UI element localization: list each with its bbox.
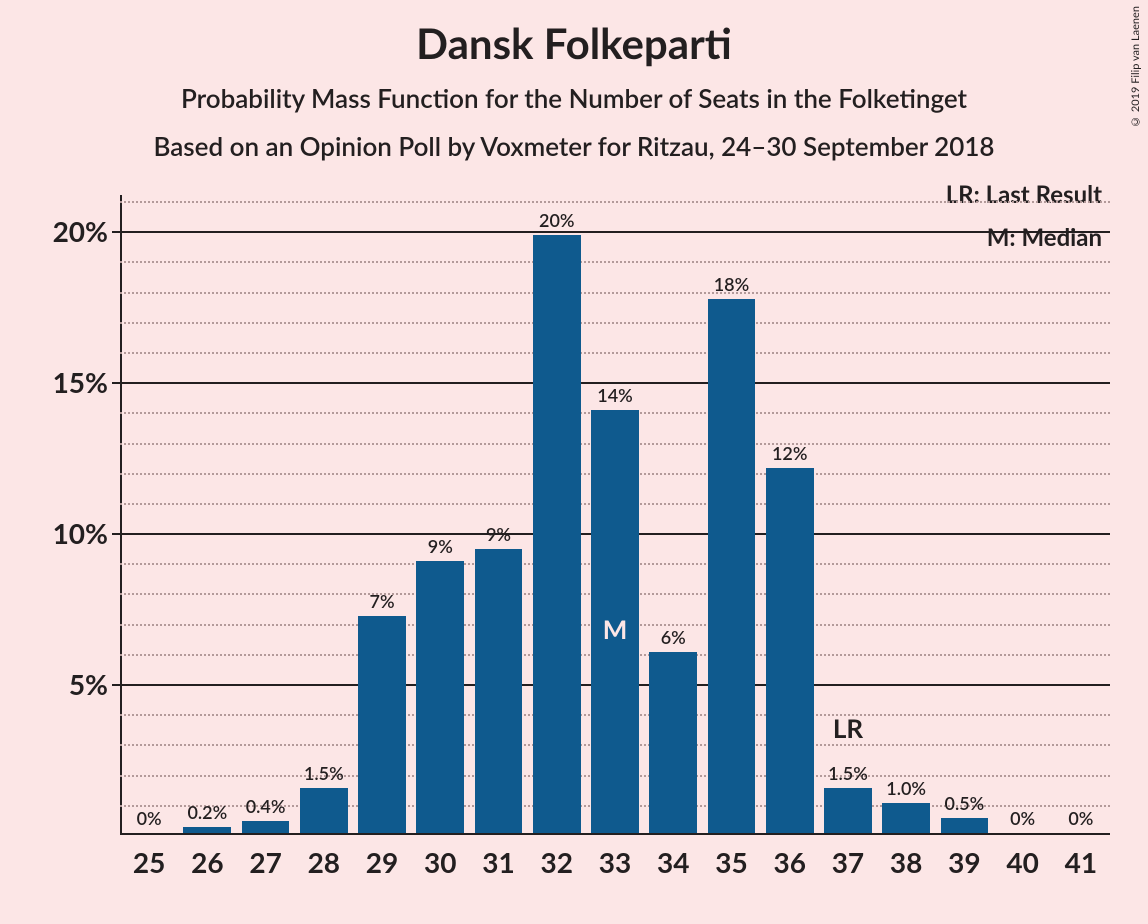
median-marker: M: [603, 613, 628, 645]
bar: [708, 299, 756, 833]
x-axis-label: 28: [308, 845, 340, 879]
bar: [649, 652, 697, 833]
y-tick: [112, 382, 120, 384]
bar-value-label: 7%: [370, 590, 395, 612]
bar: [824, 788, 872, 833]
bar-value-label: 9%: [486, 523, 511, 545]
bar-value-label: 14%: [597, 384, 632, 406]
bar-value-label: 0%: [1010, 807, 1035, 829]
x-axis-line: [120, 833, 1110, 835]
bar: [533, 235, 581, 833]
plot-area: LR: Last Result M: Median 5%10%15%20%0%2…: [120, 195, 1110, 835]
bar-value-label: 0.4%: [246, 795, 286, 817]
grid-minor: [120, 292, 1110, 294]
bar: [242, 821, 290, 833]
y-tick: [112, 231, 120, 233]
y-axis-label: 5%: [69, 667, 108, 701]
copyright-text: © 2019 Filip van Laenen: [1129, 6, 1142, 128]
y-tick: [112, 684, 120, 686]
grid-minor: [120, 352, 1110, 354]
bar-value-label: 0%: [1068, 807, 1093, 829]
bar-value-label: 18%: [714, 273, 749, 295]
x-axis-label: 25: [133, 845, 165, 879]
chart-subtitle-1: Probability Mass Function for the Number…: [0, 82, 1148, 114]
bar: [358, 616, 406, 833]
x-axis-label: 35: [715, 845, 747, 879]
bar: [183, 827, 231, 833]
bar: [766, 468, 814, 833]
x-axis-label: 27: [249, 845, 281, 879]
grid-minor: [120, 261, 1110, 263]
grid-minor: [120, 201, 1110, 203]
x-axis-label: 34: [657, 845, 689, 879]
x-axis-label: 29: [366, 845, 398, 879]
x-axis-label: 41: [1065, 845, 1097, 879]
y-axis-label: 20%: [53, 214, 108, 248]
y-tick: [112, 533, 120, 535]
legend-last-result: LR: Last Result: [946, 180, 1102, 209]
bar-value-label: 12%: [772, 442, 807, 464]
bar-value-label: 20%: [539, 209, 574, 231]
x-axis-label: 30: [424, 845, 456, 879]
bar-value-label: 0.5%: [945, 792, 985, 814]
grid-minor: [120, 322, 1110, 324]
bar-value-label: 1.5%: [828, 762, 868, 784]
chart-subtitle-2: Based on an Opinion Poll by Voxmeter for…: [0, 130, 1148, 162]
grid-major: [120, 231, 1110, 233]
bar-value-label: 1.0%: [886, 777, 926, 799]
bar: [882, 803, 930, 833]
y-axis-label: 10%: [53, 516, 108, 550]
bar-value-label: 6%: [661, 626, 686, 648]
x-axis-label: 38: [890, 845, 922, 879]
x-axis-label: 39: [948, 845, 980, 879]
x-axis-label: 37: [832, 845, 864, 879]
bar-value-label: 1.5%: [304, 762, 344, 784]
bar: [475, 549, 523, 833]
x-axis-label: 26: [191, 845, 223, 879]
bar-value-label: 9%: [428, 535, 453, 557]
bar-value-label: 0.2%: [187, 801, 227, 823]
bar: [300, 788, 348, 833]
chart-container: Dansk Folkeparti Probability Mass Functi…: [0, 0, 1148, 924]
legend-median: M: Median: [987, 223, 1102, 252]
chart-title: Dansk Folkeparti: [0, 18, 1148, 68]
bar-value-label: 0%: [137, 807, 162, 829]
bar: [941, 818, 989, 833]
x-axis-label: 32: [541, 845, 573, 879]
x-axis-label: 40: [1006, 845, 1038, 879]
x-axis-label: 36: [773, 845, 805, 879]
x-axis-label: 31: [482, 845, 514, 879]
bar: [416, 561, 464, 833]
x-axis-label: 33: [599, 845, 631, 879]
y-axis-label: 15%: [53, 365, 108, 399]
last-result-marker: LR: [833, 712, 863, 744]
